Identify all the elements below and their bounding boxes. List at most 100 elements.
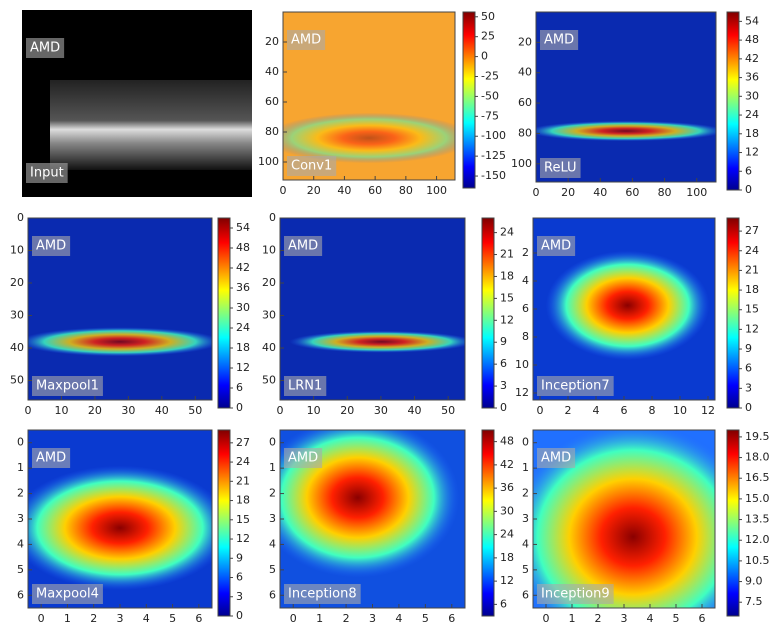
x-tick-label: 0 <box>25 404 32 417</box>
colorbar-tick-label: 24 <box>500 528 514 541</box>
x-tick-label: 30 <box>121 404 135 417</box>
panel-label: AMD <box>544 33 574 48</box>
colorbar-tick-label: 9 <box>500 335 507 348</box>
colorbar-tick-label: 3 <box>745 381 752 394</box>
colorbar-tick-label: 42 <box>236 261 250 274</box>
x-tick-label: 20 <box>307 184 321 197</box>
colorbar-tick-label: 12 <box>745 146 759 159</box>
x-tick-label: 3 <box>621 612 628 625</box>
y-tick-label: 6 <box>522 302 529 315</box>
colorbar-tick-label: 18.0 <box>745 451 770 464</box>
colorbar-tick-label: -100 <box>481 129 506 142</box>
colorbar-tick-label: 12 <box>745 322 759 335</box>
activation <box>289 330 465 353</box>
colorbar-tick-label: 27 <box>236 436 250 449</box>
y-tick-label: 5 <box>522 563 529 576</box>
colorbar-tick-label: 10.5 <box>745 554 770 567</box>
x-tick-label: 5 <box>169 612 176 625</box>
x-tick-label: 100 <box>686 186 707 199</box>
colorbar-tick-label: 18 <box>745 283 759 296</box>
y-tick-label: 40 <box>265 65 279 78</box>
x-tick-label: 5 <box>422 612 429 625</box>
y-tick-label: 2 <box>269 487 276 500</box>
colorbar-tick-label: 36 <box>500 481 514 494</box>
y-tick-label: 10 <box>10 244 24 257</box>
y-tick-label: 6 <box>17 588 24 601</box>
panel: 0 20 40 60 80 1002040608010054484236302418126… <box>511 11 759 199</box>
x-tick-label: 4 <box>647 612 654 625</box>
colorbar <box>726 11 740 191</box>
x-tick-label: 0 <box>277 404 284 417</box>
colorbar <box>481 429 495 617</box>
colorbar-tick-label: 6 <box>500 597 507 610</box>
y-tick-label: 30 <box>10 309 24 322</box>
x-tick-label: 0 <box>533 186 540 199</box>
y-tick-label: 50 <box>262 374 276 387</box>
x-tick-label: 4 <box>395 612 402 625</box>
x-tick-label: 80 <box>399 184 413 197</box>
label-box <box>284 448 323 468</box>
colorbar <box>726 217 740 409</box>
panel: 0 10 20 30 40 500102030405024211815129630AMDL… <box>262 211 514 417</box>
label-box <box>32 584 103 604</box>
colorbar-tick-label: 24 <box>745 244 759 257</box>
y-tick-label: 4 <box>522 274 529 287</box>
y-tick-label: 40 <box>518 66 532 79</box>
label-box <box>540 30 579 50</box>
y-tick-label: 3 <box>17 512 24 525</box>
panel-label: AMD <box>288 451 318 466</box>
colorbar-tick-label: 24 <box>745 108 759 121</box>
y-tick-label: 6 <box>522 588 529 601</box>
x-tick-label: 40 <box>337 184 351 197</box>
x-tick-label: 12 <box>701 404 715 417</box>
colorbar-tick-label: 0 <box>236 609 243 622</box>
y-tick-label: 80 <box>518 126 532 139</box>
y-tick-label: 1 <box>269 461 276 474</box>
x-tick-label: 30 <box>374 404 388 417</box>
colorbar-tick-label: -125 <box>481 149 506 162</box>
y-tick-label: 1 <box>17 461 24 474</box>
panel: 0 20 40 60 80 100 20 40 60 80 100 50 25 0 -25 -50 -75 -10… <box>258 10 506 197</box>
activation <box>533 430 715 608</box>
x-tick-label: 4 <box>593 404 600 417</box>
y-tick-label: 50 <box>10 374 24 387</box>
x-tick-label: 1 <box>64 612 71 625</box>
colorbar <box>217 217 231 409</box>
panel: AMD Input <box>22 10 252 197</box>
colorbar-tick-label: 48 <box>500 435 514 448</box>
panel-label: ReLU <box>544 161 577 176</box>
x-tick-label: 8 <box>649 404 656 417</box>
colorbar-tick-label: -50 <box>481 89 499 102</box>
colorbar-tick-label: 24 <box>236 321 250 334</box>
x-tick-label: 10 <box>307 404 321 417</box>
heatmap <box>280 430 465 608</box>
heatmap <box>536 12 716 182</box>
x-tick-label: 3 <box>117 612 124 625</box>
y-tick-label: 1 <box>522 461 529 474</box>
colorbar-tick-label: 21 <box>236 474 250 487</box>
x-tick-label: 20 <box>340 404 354 417</box>
panel: 0 10 20 30 40 50 0 10 20 30 40 50 54 48 42 36 30 24 18 12 6 0… <box>10 211 250 417</box>
colorbar-tick-label: 9 <box>745 342 752 355</box>
colorbar-tick-label: 36 <box>745 71 759 84</box>
colorbar-tick-label: 24 <box>236 455 250 468</box>
y-tick-label: 4 <box>269 537 276 550</box>
colorbar-tick-label: 18 <box>236 494 250 507</box>
colorbar-tick-label: 50 <box>481 10 495 23</box>
x-tick-label: 2 <box>595 612 602 625</box>
panel-label: Inception9 <box>541 587 610 602</box>
colorbar-tick-label: 6 <box>236 571 243 584</box>
activation <box>536 120 716 142</box>
colorbar-tick-label: 3 <box>500 379 507 392</box>
colorbar <box>726 429 740 617</box>
y-tick-label: 40 <box>262 341 276 354</box>
y-tick-label: 2 <box>522 246 529 259</box>
x-tick-label: 60 <box>625 186 639 199</box>
colorbar-tick-label: 0 <box>500 401 507 414</box>
colorbar <box>481 217 495 409</box>
heatmap <box>533 218 715 400</box>
colorbar-tick-label: 15 <box>500 291 514 304</box>
label-box <box>537 584 614 604</box>
colorbar-tick-label: 54 <box>236 221 250 234</box>
